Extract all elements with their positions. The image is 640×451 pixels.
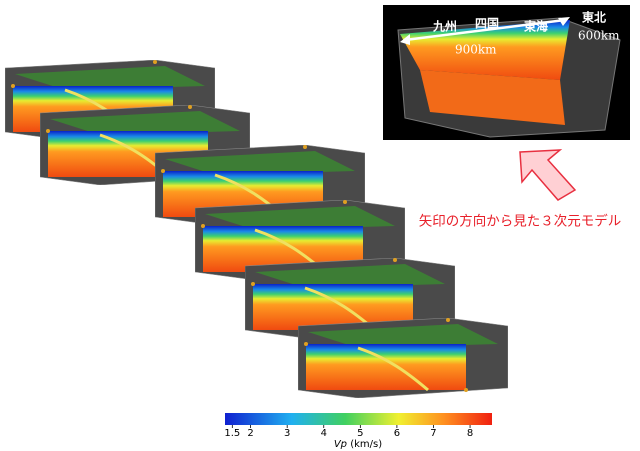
region-label: 東北 (582, 10, 606, 25)
caption: 矢印の方向から見た３次元モデル (419, 213, 622, 230)
colorbar-tick-label: 5 (357, 428, 363, 439)
colorbar-tick-label: 6 (394, 428, 400, 439)
view-arrow (519, 149, 577, 201)
region-label: 四国 (475, 17, 499, 31)
colorbar-tick-label: 2 (247, 428, 253, 439)
colorbar-label: Vp (km/s) (334, 439, 382, 450)
model-slice (298, 318, 508, 398)
dimension-label: 900km (455, 43, 497, 57)
colorbar-tick-label: 1.5 (224, 428, 240, 439)
colorbar-label-var: Vp (334, 439, 347, 450)
colorbar-tick-label: 4 (321, 428, 327, 439)
inset: 九州 四国 東海 東北 900km 600km (383, 5, 630, 140)
colorbar-tick-label: 7 (430, 428, 436, 439)
colorbar-label-unit: (km/s) (350, 439, 382, 450)
colorbar-ramp (225, 413, 492, 425)
colorbar-tick-label: 8 (467, 428, 473, 439)
inset-arrowhead (558, 17, 570, 26)
colorbar-tick-label: 3 (284, 428, 290, 439)
inset-model-deep (420, 70, 565, 125)
region-label: 東海 (524, 19, 548, 34)
region-label: 九州 (432, 19, 457, 34)
inset-arrow (404, 18, 566, 42)
inset-arrowhead (400, 34, 410, 45)
dimension-label: 600km (578, 29, 620, 43)
colorbar: Vp (km/s) 1.5 2 3 4 5 6 7 8 (224, 413, 492, 450)
